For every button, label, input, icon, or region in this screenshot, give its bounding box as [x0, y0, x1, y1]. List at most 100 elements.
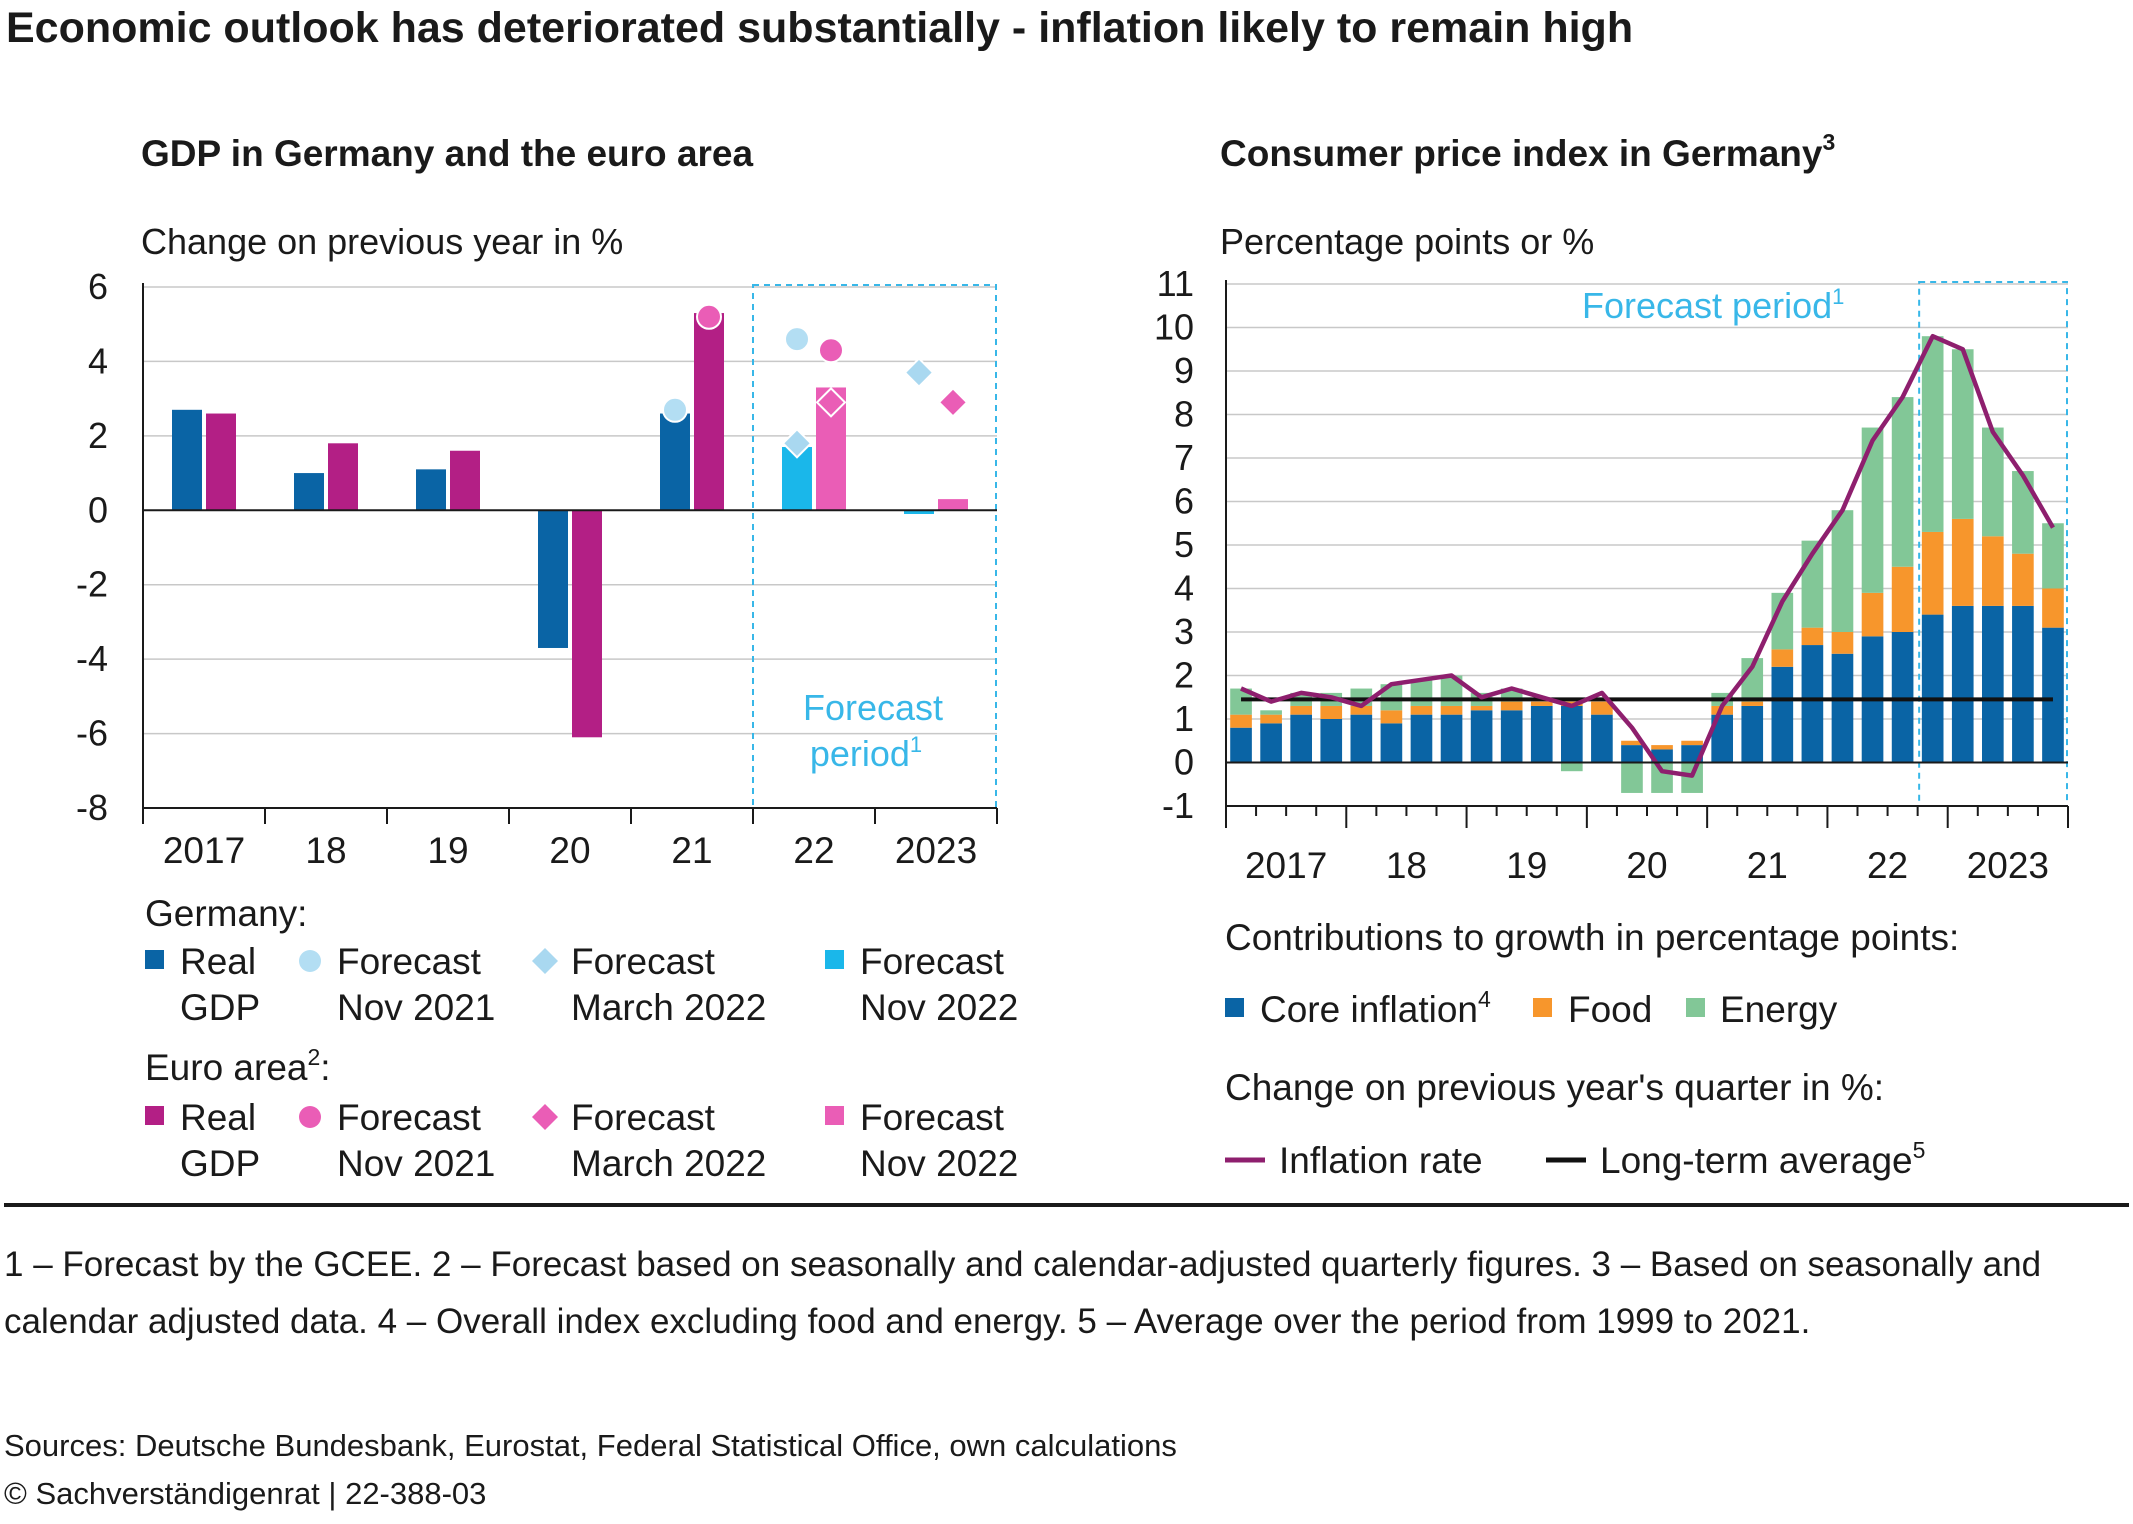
cpi-bar-food	[1530, 701, 1553, 706]
legend-germany-real-line1: Real	[180, 941, 256, 982]
cpi-y-tick-label: 10	[1154, 307, 1194, 348]
cpi-x-tick-labels: 2017 18 19 20 21 22 2023	[1245, 845, 2049, 886]
cpi-bar-energy	[1560, 762, 1583, 772]
cpi-bar-core	[1981, 605, 2004, 763]
cpi-bar-core	[1350, 714, 1373, 763]
cpi-chart: Consumer price index in Germany3 Percent…	[1154, 129, 2069, 1181]
cpi-bar-food	[1320, 705, 1343, 719]
gdp-x-tick-label: 20	[549, 830, 590, 871]
gdp-bar	[572, 510, 602, 738]
cpi-bar-core	[1260, 723, 1282, 763]
cpi-bar-food	[1771, 649, 1794, 667]
footnotes: 1 – Forecast by the GCEE. 2 – Forecast b…	[4, 1245, 2042, 1341]
gdp-y-tick-label: -6	[76, 713, 108, 754]
legend-euro-nov2022-line1: Forecast	[860, 1097, 1005, 1138]
cpi-forecast-label-text: Forecast period	[1582, 285, 1832, 326]
gdp-bar	[538, 510, 568, 648]
cpi-bar-core	[1951, 605, 1974, 763]
page-title: Economic outlook has deteriorated substa…	[6, 4, 1633, 52]
cpi-bar-energy	[1951, 349, 1974, 519]
legend-germany-title: Germany:	[145, 893, 307, 934]
cpi-bar-food	[1470, 705, 1493, 711]
cpi-bar-core	[1410, 714, 1433, 763]
cpi-bar-core	[1771, 666, 1794, 763]
cpi-bar-energy	[1831, 510, 1854, 632]
cpi-forecast-box	[1918, 281, 2069, 807]
cpi-stacked-bars	[1230, 336, 2064, 793]
cpi-bar-core	[1440, 714, 1463, 763]
cpi-bar-energy	[1771, 592, 1794, 650]
cpi-bar-energy	[1861, 427, 1884, 593]
cpi-y-tick-label: 7	[1174, 437, 1194, 478]
gdp-y-tick-label: 4	[88, 340, 108, 381]
legend-swatch-euro-real	[145, 1106, 164, 1125]
cpi-bar-food	[1801, 627, 1824, 646]
cpi-chart-title-sup: 3	[1822, 129, 1835, 155]
legend-swatch-core	[1225, 998, 1244, 1017]
legend-marker-germany-nov2021	[299, 950, 321, 972]
legend-core-text: Core inflation	[1260, 989, 1478, 1030]
cpi-x-tick-label: 2023	[1967, 845, 2049, 886]
legend-longterm-text: Long-term average	[1600, 1140, 1913, 1181]
gdp-gridlines	[143, 286, 997, 735]
gdp-bar	[904, 510, 934, 515]
legend-inflation: Inflation rate	[1279, 1140, 1483, 1181]
cpi-bar-food	[1410, 705, 1433, 715]
cpi-bar-energy	[1651, 762, 1673, 793]
cpi-y-tick-label: 11	[1157, 263, 1194, 304]
cpi-bar-food	[1380, 710, 1403, 724]
cpi-bar-food	[1651, 745, 1673, 750]
gdp-bar	[328, 443, 358, 511]
gdp-x-tick-labels: 2017 18 19 20 21 22 2023	[163, 830, 977, 871]
gdp-x-tick-label: 22	[793, 830, 834, 871]
legend-germany-nov2022-line1: Forecast	[860, 941, 1005, 982]
legend-core: Core inflation4	[1260, 986, 1491, 1030]
legend-swatch-germany-real	[145, 950, 164, 969]
copyright: © Sachverständigenrat | 22-388-03	[4, 1476, 487, 1511]
cpi-x-tick-label: 2017	[1245, 845, 1327, 886]
cpi-bar-core	[1831, 653, 1854, 763]
cpi-bar-core	[2042, 627, 2064, 763]
cpi-y-tick-label: -1	[1162, 785, 1194, 826]
cpi-bar-core	[1921, 614, 1944, 763]
cpi-x-tick-label: 20	[1626, 845, 1667, 886]
cpi-bar-core	[1591, 714, 1613, 763]
gdp-y-tick-label: 0	[88, 489, 108, 530]
cpi-y-tick-label: 6	[1174, 481, 1194, 522]
cpi-y-tick-label: 8	[1174, 394, 1194, 435]
cpi-bar-core	[1500, 710, 1523, 763]
gdp-x-tick-label: 2023	[895, 830, 977, 871]
cpi-bar-food	[1741, 701, 1764, 706]
gdp-bars	[172, 313, 968, 738]
gdp-marker-circle	[696, 303, 722, 330]
legend-core-sup: 4	[1478, 986, 1491, 1012]
legend-germany-mar2022-line2: March 2022	[571, 987, 766, 1028]
cpi-chart-title: Consumer price index in Germany3	[1220, 129, 1835, 174]
legend-marker-germany-mar2022	[532, 948, 558, 974]
gdp-forecast-label-word: period	[810, 733, 910, 774]
legend-germany-nov2021-line2: Nov 2021	[337, 987, 495, 1028]
cpi-bar-food	[1500, 701, 1523, 711]
gdp-forecast-box	[752, 284, 997, 809]
cpi-bar-core	[1470, 710, 1493, 763]
cpi-y-tick-label: 5	[1174, 524, 1194, 565]
legend-euro-sup: 2	[308, 1044, 321, 1070]
cpi-chart-title-text: Consumer price index in Germany	[1220, 133, 1823, 174]
cpi-y-tick-label: 0	[1174, 742, 1194, 783]
cpi-y-tick-label: 4	[1174, 568, 1194, 609]
cpi-bar-core	[1290, 714, 1313, 763]
gdp-bar	[660, 413, 690, 511]
legend-euro-nov2021-line1: Forecast	[337, 1097, 482, 1138]
gdp-marker-diamond	[937, 386, 969, 418]
gdp-x-tick-label: 19	[427, 830, 468, 871]
legend-euro-colon: :	[320, 1047, 330, 1088]
cpi-bar-food	[1951, 518, 1974, 606]
gdp-y-tick-label: 2	[88, 415, 108, 456]
gdp-y-tick-label: -2	[76, 564, 108, 605]
legend-longterm-sup: 5	[1913, 1137, 1926, 1163]
cpi-bar-food	[2012, 553, 2034, 606]
gdp-chart: GDP in Germany and the euro area Change …	[76, 133, 1018, 1184]
cpi-bar-food	[1861, 592, 1884, 637]
cpi-bar-energy	[1260, 710, 1282, 715]
